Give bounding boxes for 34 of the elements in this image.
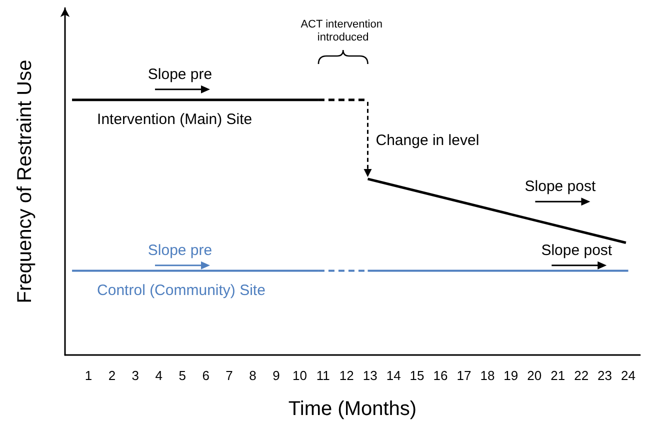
x-tick-label: 6 [202,368,210,383]
x-tick-label: 5 [178,368,186,383]
annotation: Slope post [541,242,613,259]
text: Slope pre [148,66,212,83]
x-tick-label: 4 [155,368,162,383]
legend-label: Control (Community) Site [97,282,266,299]
x-tick-label: 10 [292,368,307,383]
x-tick-label: 13 [362,368,378,383]
x-tick-label: 3 [132,368,140,383]
x-tick-label: 24 [621,368,636,383]
x-tick-label: 22 [574,368,589,383]
x-tick-label: 12 [339,368,354,383]
x-tick-label: 16 [433,368,448,383]
annotation: Slope post [524,178,596,196]
y-axis-title: Frequency of Restraint Use [14,60,36,304]
x-tick-label: 18 [480,368,495,383]
x-tick-label: 8 [249,368,256,383]
x-tick-label: 19 [504,368,518,383]
annotation: Change in level [376,132,480,150]
legend-label: Intervention (Main) Site [97,110,252,128]
x-tick-label: 14 [386,368,401,383]
x-tick-label: 15 [410,368,424,383]
x-tick-label: 20 [527,368,542,383]
x-tick-label: 23 [598,368,612,383]
text: ACT intervention introduced [300,18,386,44]
x-tick-label: 21 [550,368,566,383]
x-tick-label: 11 [316,368,330,383]
x-tick-label: 2 [108,368,116,383]
x-tick-label: 7 [226,368,233,383]
x-tick-label: 1 [84,368,92,383]
x-tick-label: 9 [272,368,280,383]
annotation: Slope pre [148,242,212,259]
x-tick-label: 17 [456,368,472,383]
x-axis-title: Time (Months) [288,398,417,420]
